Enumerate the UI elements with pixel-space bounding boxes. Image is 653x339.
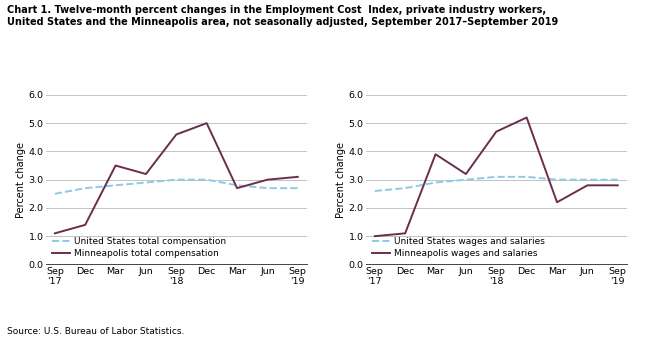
- Y-axis label: Percent change: Percent change: [336, 142, 345, 218]
- United States wages and salaries: [523, 175, 531, 179]
- Minneapolis total compensation: [81, 223, 89, 227]
- Minneapolis wages and salaries: [523, 116, 531, 120]
- Minneapolis wages and salaries: [614, 183, 622, 187]
- Line: Minneapolis wages and salaries: Minneapolis wages and salaries: [375, 118, 618, 236]
- Minneapolis total compensation: [233, 186, 241, 190]
- Minneapolis wages and salaries: [401, 231, 409, 235]
- Minneapolis total compensation: [51, 231, 59, 235]
- United States total compensation: [142, 180, 150, 184]
- Minneapolis wages and salaries: [492, 129, 500, 134]
- Minneapolis total compensation: [264, 178, 272, 182]
- United States total compensation: [233, 183, 241, 187]
- United States wages and salaries: [462, 178, 470, 182]
- Y-axis label: Percent change: Percent change: [16, 142, 25, 218]
- United States wages and salaries: [584, 178, 592, 182]
- United States wages and salaries: [401, 186, 409, 190]
- United States total compensation: [294, 186, 302, 190]
- United States total compensation: [51, 192, 59, 196]
- Minneapolis wages and salaries: [371, 234, 379, 238]
- Minneapolis wages and salaries: [553, 200, 561, 204]
- Line: United States total compensation: United States total compensation: [55, 180, 298, 194]
- United States total compensation: [172, 178, 180, 182]
- Minneapolis total compensation: [142, 172, 150, 176]
- Minneapolis wages and salaries: [432, 152, 439, 156]
- Minneapolis total compensation: [294, 175, 302, 179]
- United States wages and salaries: [432, 180, 439, 184]
- United States wages and salaries: [553, 178, 561, 182]
- United States total compensation: [112, 183, 119, 187]
- United States wages and salaries: [371, 189, 379, 193]
- United States total compensation: [203, 178, 211, 182]
- Minneapolis total compensation: [203, 121, 211, 125]
- Minneapolis wages and salaries: [462, 172, 470, 176]
- United States wages and salaries: [492, 175, 500, 179]
- Legend: United States wages and salaries, Minneapolis wages and salaries: United States wages and salaries, Minnea…: [370, 236, 547, 260]
- United States total compensation: [81, 186, 89, 190]
- Line: United States wages and salaries: United States wages and salaries: [375, 177, 618, 191]
- Minneapolis total compensation: [172, 133, 180, 137]
- Minneapolis wages and salaries: [584, 183, 592, 187]
- Legend: United States total compensation, Minneapolis total compensation: United States total compensation, Minnea…: [50, 236, 228, 260]
- United States wages and salaries: [614, 178, 622, 182]
- Line: Minneapolis total compensation: Minneapolis total compensation: [55, 123, 298, 233]
- United States total compensation: [264, 186, 272, 190]
- Text: Source: U.S. Bureau of Labor Statistics.: Source: U.S. Bureau of Labor Statistics.: [7, 326, 184, 336]
- Text: Chart 1. Twelve-month percent changes in the Employment Cost  Index, private ind: Chart 1. Twelve-month percent changes in…: [7, 5, 558, 27]
- Minneapolis total compensation: [112, 163, 119, 167]
